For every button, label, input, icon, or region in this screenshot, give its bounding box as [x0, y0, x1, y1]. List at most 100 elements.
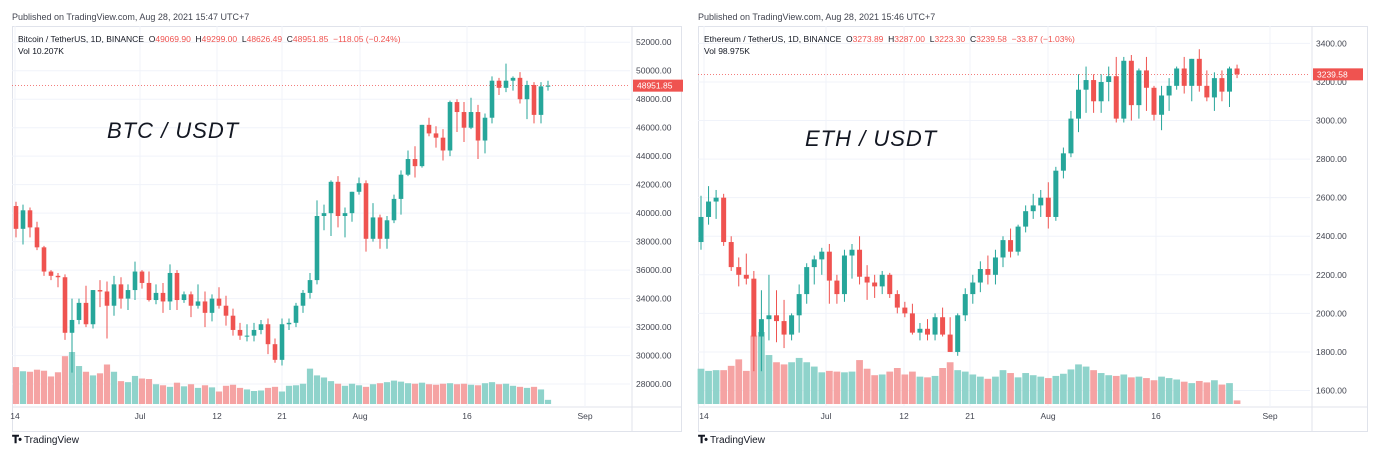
pair-annotation: BTC / USDT [107, 118, 240, 143]
volume-bar [40, 370, 48, 404]
candle-body [826, 251, 832, 281]
candle-body [195, 301, 201, 306]
volume-bar [110, 371, 118, 404]
volume-bar [992, 376, 999, 404]
volume-bar [75, 366, 83, 404]
volume-bar [509, 385, 517, 404]
candle-body [857, 249, 863, 277]
y-tick-label: 50000.00 [636, 66, 672, 76]
candle-body [335, 181, 341, 216]
volume-bar [1082, 366, 1090, 404]
volume-bar [201, 385, 209, 404]
y-tick-label: 3200.00 [1316, 77, 1347, 87]
ohlc-legend: Ethereum / TetherUS, 1D, BINANCE O3273.8… [704, 34, 1075, 44]
volume-bar [33, 369, 41, 404]
symbol-name[interactable]: Ethereum / TetherUS, 1D, BINANCE [704, 34, 842, 44]
x-tick-label: 16 [462, 411, 472, 421]
volume-bar [292, 385, 300, 404]
volume-bar [145, 379, 153, 404]
candle-body [342, 213, 348, 216]
volume-bar [341, 385, 349, 404]
candle-body [517, 77, 523, 100]
candle-body [1091, 80, 1097, 102]
volume-bar [1165, 378, 1173, 404]
x-tick-label: Aug [352, 411, 367, 421]
candle-body [55, 275, 61, 278]
eth-candlestick-chart[interactable]: 1600.00 1800.00 2000.00 2200.00 2400.00 2600.… [697, 0, 1370, 460]
volume-bar [152, 384, 160, 404]
volume-bar [1044, 378, 1052, 404]
tradingview-logo-icon: 𝐓• [12, 434, 22, 446]
volume-bar [278, 391, 286, 404]
candle-body [864, 276, 870, 283]
volume-bar [735, 359, 743, 404]
volume-bar [54, 372, 62, 404]
volume-bar [939, 368, 946, 404]
volume-bar [742, 370, 750, 404]
volume-bar [131, 375, 139, 404]
candle-body [223, 305, 229, 316]
candle-body [962, 294, 968, 316]
candle-body [209, 298, 215, 313]
candle-body [917, 328, 923, 333]
candle-body [328, 181, 334, 214]
candle-body [706, 201, 712, 217]
symbol-name[interactable]: Bitcoin / TetherUS, 1D, BINANCE [18, 34, 144, 44]
volume-bar [788, 362, 795, 404]
y-tick-label: 38000.00 [636, 237, 672, 247]
volume-bar [1029, 375, 1037, 404]
y-tick-label: 2400.00 [1316, 231, 1347, 241]
candle-body [955, 315, 961, 352]
close-value: 3239.58 [976, 34, 1007, 44]
candle-body [789, 315, 795, 335]
tradingview-brand[interactable]: 𝐓• TradingView [12, 434, 79, 447]
candle-body [90, 290, 96, 325]
candle-body [1015, 226, 1021, 252]
candle-body [41, 247, 47, 272]
volume-bar [780, 364, 788, 404]
candle-body [1083, 80, 1089, 90]
volume-bar [432, 384, 440, 404]
btc-candlestick-chart[interactable]: 28000.00 30000.00 32000.00 34000.00 36000.00… [10, 0, 684, 460]
candle-body [538, 86, 544, 115]
candle-body [321, 213, 327, 216]
candle-body [887, 274, 893, 295]
candle-body [76, 302, 82, 320]
low-label: L [241, 34, 247, 44]
candle-body [174, 272, 180, 301]
candle-body [475, 112, 481, 141]
candle-body [62, 277, 68, 333]
volume-bar [348, 383, 356, 404]
x-tick-label: 12 [212, 411, 222, 421]
volume-bar [705, 370, 712, 404]
volume-bar [848, 371, 856, 404]
candle-body [977, 269, 983, 283]
volume-bar [397, 381, 405, 404]
volume-label: Vol [18, 46, 30, 56]
open-label: O [846, 34, 853, 44]
candle-body [1008, 240, 1014, 252]
y-tick-label: 28000.00 [636, 379, 672, 389]
candle-body [286, 322, 292, 325]
close-label: C [969, 34, 977, 44]
candle-body [237, 329, 243, 336]
volume-bar [334, 383, 342, 404]
candle-body [202, 301, 208, 313]
tradingview-brand[interactable]: 𝐓• TradingView [698, 434, 765, 447]
volume-bar [1195, 380, 1203, 404]
brand-name: TradingView [23, 435, 79, 446]
volume-bar [516, 386, 524, 404]
y-tick-label: 40000.00 [636, 208, 672, 218]
candle-body [433, 133, 439, 138]
candle-body [1023, 211, 1029, 227]
low-value: 48626.49 [246, 34, 283, 44]
last-price-tag [1313, 68, 1363, 81]
volume-bar [243, 389, 251, 404]
volume-bar [89, 375, 97, 404]
close-value: 48951.85 [292, 34, 329, 44]
candle-body [307, 280, 313, 293]
volume-bar [1097, 373, 1105, 404]
candle-body [468, 112, 474, 128]
candle-body [819, 251, 825, 260]
candle-body [1204, 85, 1210, 98]
